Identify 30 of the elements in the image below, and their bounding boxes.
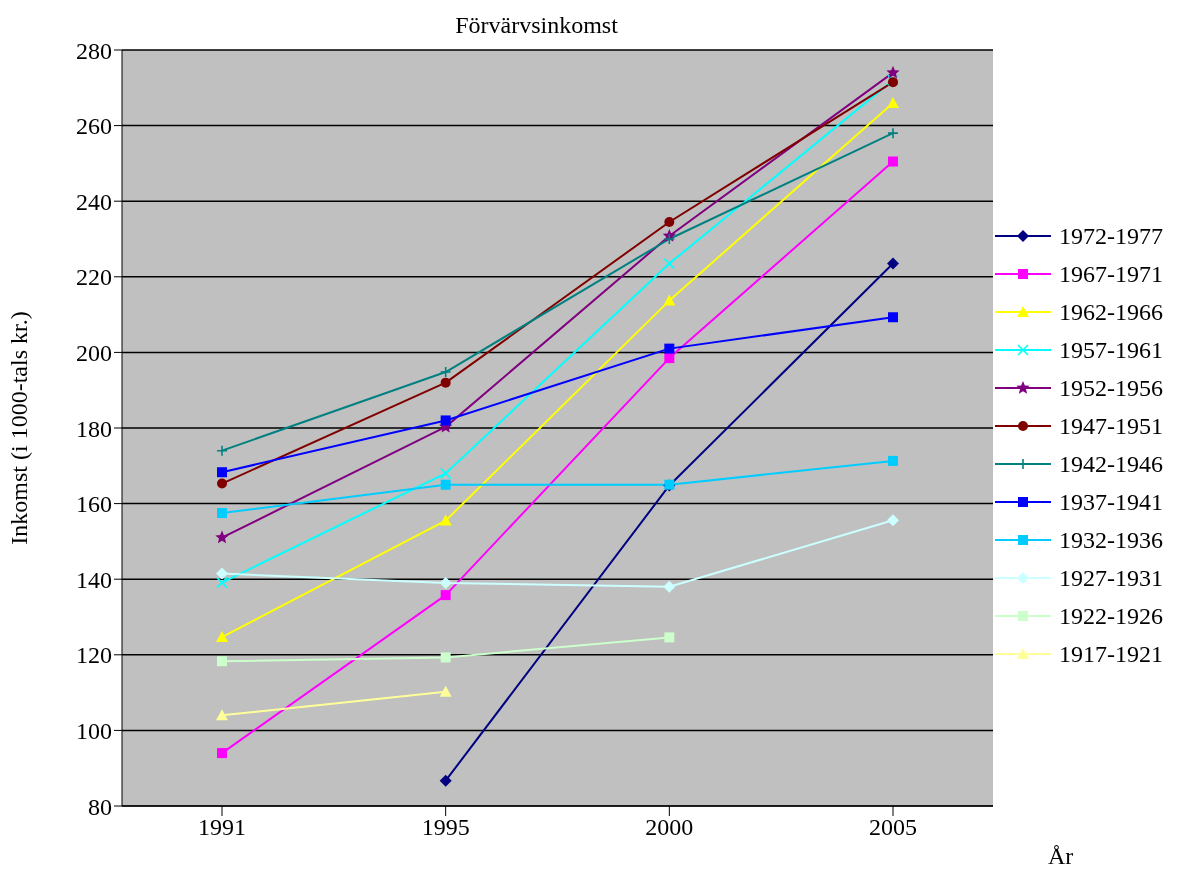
legend-label: 1972-1977 — [1059, 222, 1163, 250]
legend-label: 1952-1956 — [1059, 374, 1163, 402]
legend-label: 1937-1941 — [1059, 488, 1163, 516]
legend-label: 1917-1921 — [1059, 640, 1163, 668]
y-tick-label: 120 — [76, 642, 112, 669]
y-axis-title: Inkomst (i 1000-tals kr.) — [5, 311, 32, 545]
chart-title: Förvärvsinkomst — [454, 12, 619, 39]
legend-label: 1957-1961 — [1059, 336, 1163, 364]
y-tick-label: 220 — [76, 264, 112, 291]
y-tick-label: 140 — [76, 566, 112, 593]
y-tick-label: 240 — [76, 188, 112, 215]
y-tick-label: 180 — [76, 415, 112, 442]
x-tick-label: 2005 — [869, 814, 917, 841]
y-tick-label: 160 — [76, 491, 112, 518]
x-tick-label: 1991 — [198, 814, 246, 841]
x-tick-label: 1995 — [421, 814, 470, 841]
legend-label: 1927-1931 — [1059, 564, 1163, 592]
legend-label: 1967-1971 — [1059, 260, 1163, 288]
legend-label: 1947-1951 — [1059, 412, 1163, 440]
y-tick-label: 280 — [76, 37, 112, 64]
x-tick-label: 2000 — [645, 814, 694, 841]
x-axis-title: År — [1048, 842, 1074, 869]
y-tick-label: 80 — [88, 793, 112, 820]
legend-label: 1942-1946 — [1059, 450, 1163, 478]
legend-label: 1922-1926 — [1059, 602, 1163, 630]
y-tick-label: 200 — [76, 339, 112, 366]
legend-label: 1962-1966 — [1059, 298, 1163, 326]
legend-label: 1932-1936 — [1059, 526, 1163, 554]
y-tick-label: 100 — [76, 717, 112, 744]
y-tick-label: 260 — [76, 113, 112, 140]
